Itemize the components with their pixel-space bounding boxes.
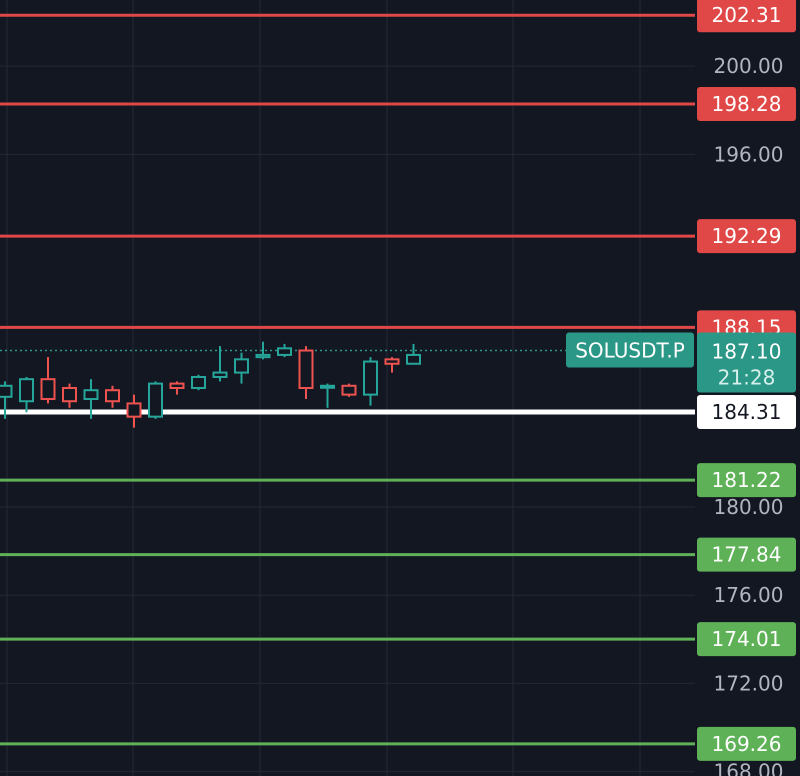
level-tag: 202.31 — [697, 0, 796, 33]
candle — [255, 341, 271, 360]
candle-body — [234, 358, 249, 374]
candle — [148, 381, 163, 419]
candle — [363, 357, 378, 406]
level-tag: 192.29 — [697, 219, 796, 254]
level-tag-value: 177.84 — [712, 543, 782, 567]
candle — [169, 381, 185, 395]
candle-body — [341, 384, 357, 396]
level-tag-value: 192.29 — [712, 224, 782, 248]
level-tag-box — [697, 622, 796, 657]
candle — [83, 379, 99, 419]
candle — [0, 381, 13, 419]
symbol-label-box — [566, 332, 694, 368]
price-axis-tick-label: 172.00 — [714, 671, 784, 695]
candle — [191, 374, 206, 391]
candle-body — [255, 353, 271, 359]
level-tag-box — [697, 463, 796, 498]
candle-body — [105, 389, 120, 403]
level-tag-box — [697, 537, 796, 572]
candle — [277, 343, 292, 358]
level-tag-value: 184.31 — [712, 400, 782, 424]
level-tag-value: 202.31 — [712, 3, 782, 27]
candle — [384, 357, 400, 373]
candle-body — [363, 360, 378, 396]
candlestick-series — [0, 341, 421, 428]
level-tag: 181.22 — [697, 463, 796, 498]
level-lines — [0, 13, 695, 746]
candle-body — [148, 382, 163, 418]
level-tag-value: 181.22 — [712, 468, 782, 492]
candle-body — [212, 371, 228, 378]
candle-body — [0, 384, 13, 398]
level-tag-box — [697, 219, 796, 254]
candle — [62, 383, 77, 408]
grid-lines — [0, 0, 695, 776]
candle — [126, 394, 142, 428]
level-tag-box — [697, 87, 796, 122]
candle — [406, 343, 421, 365]
level-tag: 184.31 — [697, 395, 796, 430]
level-tag: 174.01 — [697, 622, 796, 657]
level-tag: 177.84 — [697, 537, 796, 572]
level-tag-value: 174.01 — [712, 627, 782, 651]
candle — [320, 383, 335, 408]
candle — [234, 352, 249, 384]
level-tag-box — [697, 0, 796, 33]
symbol-label-text: SOLUSDT.P — [575, 339, 685, 363]
last-price-tag-box — [697, 332, 796, 393]
price-axis[interactable]: 200.00 196.00 180.00 176.00 172.00 168.00 — [714, 54, 784, 776]
candle — [40, 357, 56, 404]
price-axis-tick-label: 196.00 — [714, 142, 784, 166]
candle-body — [406, 353, 421, 365]
candle-body — [19, 378, 34, 403]
candle — [298, 346, 314, 400]
level-tag-box — [697, 395, 796, 430]
candle-body — [384, 358, 400, 365]
candle-body — [83, 389, 99, 401]
candle — [341, 383, 357, 397]
level-tag: 169.26 — [697, 726, 796, 761]
price-axis-tick-label: 176.00 — [714, 583, 784, 607]
level-tag-value: 198.28 — [712, 92, 782, 116]
candle-body — [126, 402, 142, 418]
level-tag-box — [697, 726, 796, 761]
candle-body — [169, 382, 185, 390]
level-tag-value: 169.26 — [712, 732, 782, 756]
price-axis-tick-label: 200.00 — [714, 54, 784, 78]
candle — [212, 346, 228, 382]
price-axis-tags: 202.31198.28192.29188.15184.31181.22177.… — [566, 0, 796, 761]
last-price-value: 187.10 — [712, 340, 782, 364]
price-axis-tick-label: 168.00 — [714, 760, 784, 776]
candle — [19, 376, 34, 413]
symbol-label: SOLUSDT.P — [566, 332, 694, 368]
level-tag: 198.28 — [697, 87, 796, 122]
candle — [105, 385, 120, 408]
candle-body — [191, 375, 206, 389]
candle-body — [40, 378, 56, 401]
candle-body — [298, 349, 314, 390]
price-axis-tick-label: 180.00 — [714, 495, 784, 519]
candle-body — [62, 387, 77, 403]
candle-body — [320, 384, 335, 389]
bar-countdown: 21:28 — [718, 366, 776, 390]
candle-body — [277, 347, 292, 356]
